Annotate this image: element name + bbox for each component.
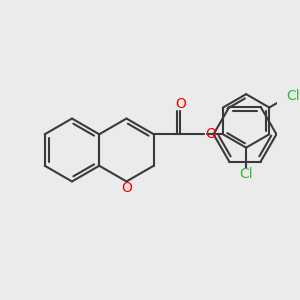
Text: O: O	[175, 97, 186, 111]
Text: O: O	[121, 182, 132, 195]
Text: Cl: Cl	[286, 89, 300, 103]
Text: Cl: Cl	[239, 167, 253, 182]
Text: O: O	[205, 127, 216, 141]
